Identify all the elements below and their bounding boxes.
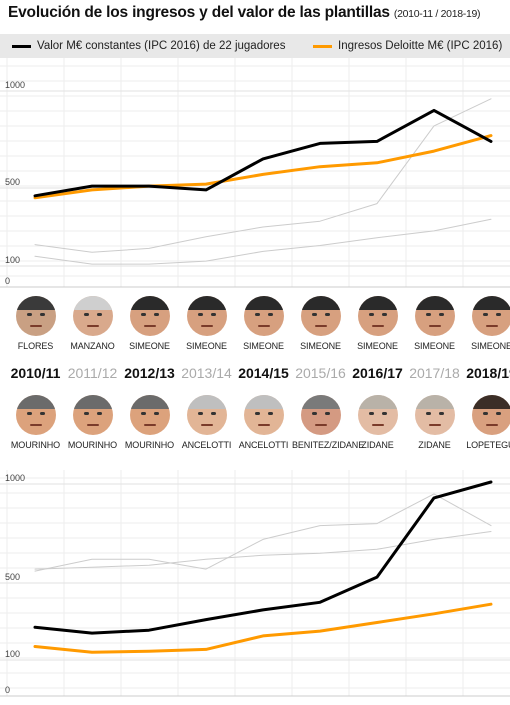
top-coach-name: FLORES [7, 341, 64, 351]
bottom-coach-name: MOURINHO [64, 440, 121, 450]
top-coach-name: SIMEONE [349, 341, 406, 351]
top-coach: SIMEONE [121, 296, 178, 351]
bottom-chart-tick-label: 1000 [5, 473, 25, 483]
coach-face-icon [130, 296, 170, 336]
top-coach-name: SIMEONE [463, 341, 510, 351]
bottom-chart-tick-label: 100 [5, 649, 20, 659]
top-coach-name: SIMEONE [235, 341, 292, 351]
coach-face-icon [301, 296, 341, 336]
top-coach: SIMEONE [406, 296, 463, 351]
top-coach: SIMEONE [178, 296, 235, 351]
coach-face-icon [187, 296, 227, 336]
coach-face-icon [301, 395, 341, 435]
bottom-coach: ANCELOTTI [235, 395, 292, 450]
legend: Valor M€ constantes (IPC 2016) de 22 jug… [0, 34, 510, 58]
top-coach-name: SIMEONE [406, 341, 463, 351]
top-coach-name: SIMEONE [292, 341, 349, 351]
bottom-coach: ZIDANE [406, 395, 463, 450]
coach-face-icon [16, 296, 56, 336]
bottom-chart-series-other-0 [35, 494, 491, 571]
season-label: 2012/13 [121, 362, 178, 384]
season-label: 2014/15 [235, 362, 292, 384]
bottom-coach: MOURINHO [7, 395, 64, 450]
bottom-coach: BENITEZ/ZIDANE [292, 395, 349, 450]
top-chart-svg: 0 100 500 1000 [0, 58, 510, 290]
page-title: Evolución de los ingresos y del valor de… [8, 4, 480, 22]
top-chart-tick-label: 0 [5, 276, 10, 286]
top-coach-name: SIMEONE [178, 341, 235, 351]
season-label: 2011/12 [64, 362, 121, 384]
bottom-coach-name: ANCELOTTI [235, 440, 292, 450]
title-subtitle: (2010-11 / 2018-19) [394, 8, 480, 20]
coach-face-icon [415, 296, 455, 336]
coach-face-icon [472, 395, 510, 435]
coach-face-icon [16, 395, 56, 435]
legend-item-value: Valor M€ constantes (IPC 2016) de 22 jug… [12, 34, 285, 58]
top-coach: SIMEONE [349, 296, 406, 351]
season-label: 2013/14 [178, 362, 235, 384]
title-text: Evolución de los ingresos y del valor de… [8, 4, 390, 21]
bottom-chart-tick-label: 500 [5, 572, 20, 582]
coach-face-icon [130, 395, 170, 435]
season-label: 2018/19 [463, 362, 510, 384]
coach-face-icon [244, 395, 284, 435]
coach-face-icon [73, 395, 113, 435]
top-coach: MANZANO [64, 296, 121, 351]
coach-face-icon [358, 395, 398, 435]
top-coach-name: MANZANO [64, 341, 121, 351]
bottom-coach-name: ZIDANE [349, 440, 406, 450]
bottom-coach-name: LOPETEGUI [463, 440, 510, 450]
season-label: 2010/11 [7, 362, 64, 384]
legend-label-income: Ingresos Deloitte M€ (IPC 2016) [338, 40, 502, 52]
coach-face-icon [187, 395, 227, 435]
coach-face-icon [358, 296, 398, 336]
coach-face-icon [73, 296, 113, 336]
top-coach: SIMEONE [292, 296, 349, 351]
legend-label-value: Valor M€ constantes (IPC 2016) de 22 jug… [37, 40, 285, 52]
bottom-coach-name: MOURINHO [121, 440, 178, 450]
top-chart-tick-label: 500 [5, 177, 20, 187]
bottom-coach: ANCELOTTI [178, 395, 235, 450]
bottom-coach-name: ZIDANE [406, 440, 463, 450]
top-coach: SIMEONE [463, 296, 510, 351]
season-label: 2017/18 [406, 362, 463, 384]
season-label: 2016/17 [349, 362, 406, 384]
bottom-coach-name: MOURINHO [7, 440, 64, 450]
coach-face-icon [244, 296, 284, 336]
coach-face-icon [472, 296, 510, 336]
bottom-coach: MOURINHO [121, 395, 178, 450]
bottom-coach: ZIDANE [349, 395, 406, 450]
season-label: 2015/16 [292, 362, 349, 384]
top-chart-tick-label: 100 [5, 255, 20, 265]
bottom-chart-tick-label: 0 [5, 685, 10, 695]
legend-swatch-value [12, 45, 31, 48]
bottom-chart-series-other-1 [35, 532, 491, 570]
legend-item-income: Ingresos Deloitte M€ (IPC 2016) [313, 34, 502, 58]
top-chart: 0 100 500 1000 [0, 58, 510, 290]
top-coach-name: SIMEONE [121, 341, 178, 351]
top-coach: FLORES [7, 296, 64, 351]
legend-swatch-income [313, 45, 332, 48]
bottom-coach: LOPETEGUI [463, 395, 510, 450]
top-chart-series-other-1 [35, 219, 491, 264]
bottom-chart-svg: 0 100 500 1000 [0, 470, 510, 700]
bottom-coach-name: ANCELOTTI [178, 440, 235, 450]
top-coach: SIMEONE [235, 296, 292, 351]
coach-face-icon [415, 395, 455, 435]
bottom-coach-name: BENITEZ/ZIDANE [292, 440, 349, 450]
bottom-chart: 0 100 500 1000 [0, 470, 510, 700]
bottom-chart-series-value [35, 482, 491, 633]
bottom-coach: MOURINHO [64, 395, 121, 450]
top-chart-tick-label: 1000 [5, 80, 25, 90]
